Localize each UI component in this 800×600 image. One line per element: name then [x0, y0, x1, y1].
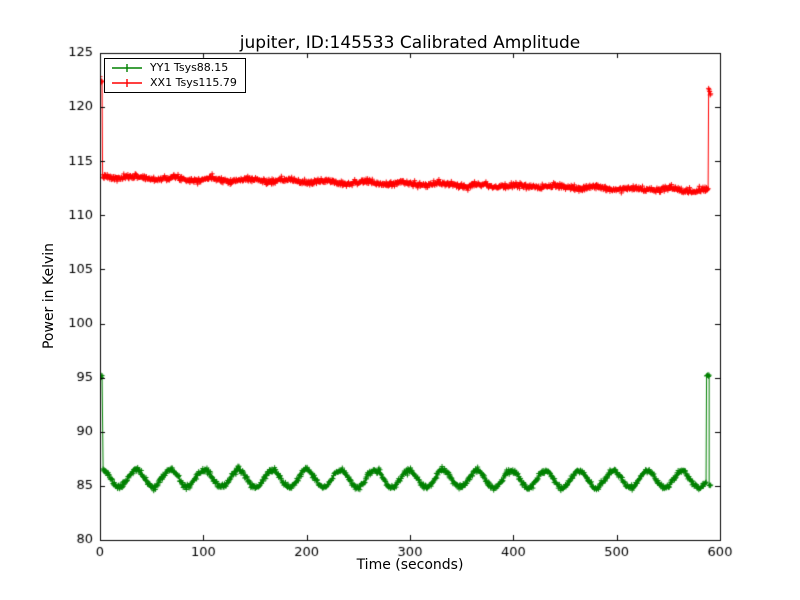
legend-label: YY1 Tsys88.15 — [150, 61, 229, 74]
plus-marker-swatch-green — [112, 64, 142, 72]
x-axis-label: Time (seconds) — [356, 557, 464, 573]
legend-entry: XX1 Tsys115.79 — [110, 77, 237, 89]
y-axis-label: Power in Kelvin — [41, 242, 57, 350]
plus-marker-swatch-red — [112, 79, 142, 87]
legend: YY1 Tsys88.15 XX1 Tsys115.79 — [104, 58, 246, 93]
chart-title: jupiter, ID:145533 Calibrated Amplitude — [239, 33, 581, 53]
legend-label: XX1 Tsys115.79 — [150, 76, 237, 89]
legend-entry: YY1 Tsys88.15 — [110, 62, 237, 74]
